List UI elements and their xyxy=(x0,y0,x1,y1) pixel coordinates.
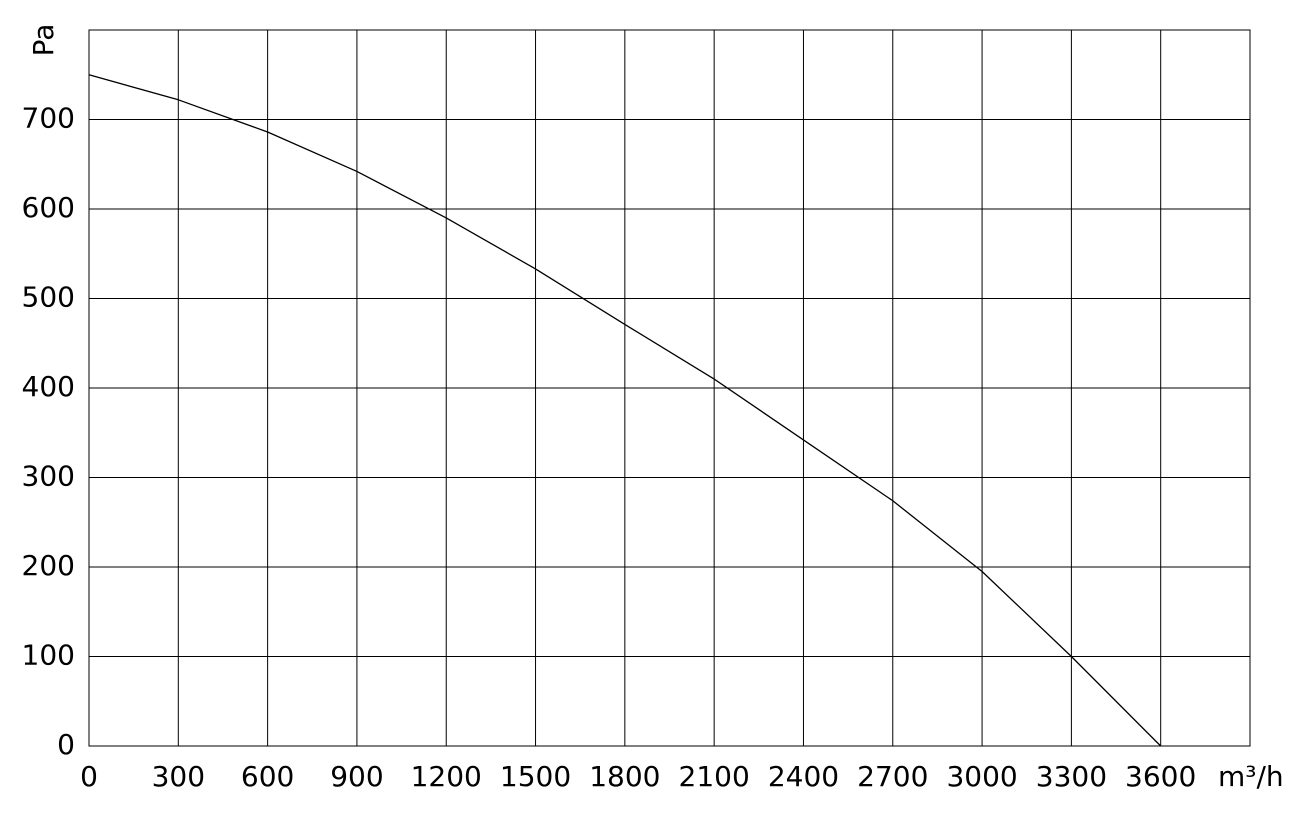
y-tick-label: 200 xyxy=(22,549,75,582)
x-tick-label: 1500 xyxy=(500,760,571,793)
y-tick-label: 300 xyxy=(22,460,75,493)
y-tick-label: 600 xyxy=(22,191,75,224)
x-tick-label: 600 xyxy=(241,760,294,793)
x-tick-label: 1200 xyxy=(411,760,482,793)
x-tick-label: 2100 xyxy=(679,760,750,793)
x-tick-label: 3300 xyxy=(1036,760,1107,793)
x-tick-label: 2700 xyxy=(857,760,928,793)
data-line xyxy=(88,74,1162,747)
x-tick-label: 2400 xyxy=(768,760,839,793)
y-tick-label: 400 xyxy=(22,370,75,403)
x-tick-label: 3000 xyxy=(946,760,1017,793)
x-tick-label: 300 xyxy=(152,760,205,793)
y-tick-label: 700 xyxy=(22,102,75,135)
x-tick-label: 1800 xyxy=(589,760,660,793)
y-tick-label: 100 xyxy=(22,639,75,672)
x-tick-label: 0 xyxy=(80,760,98,793)
y-tick-label: 0 xyxy=(57,728,75,761)
x-tick-label: 3600 xyxy=(1125,760,1196,793)
x-tick-label: 900 xyxy=(330,760,383,793)
y-tick-label: 500 xyxy=(22,281,75,314)
x-axis-label: m³/h xyxy=(1218,760,1284,793)
y-axis-label: Pa xyxy=(27,24,60,57)
